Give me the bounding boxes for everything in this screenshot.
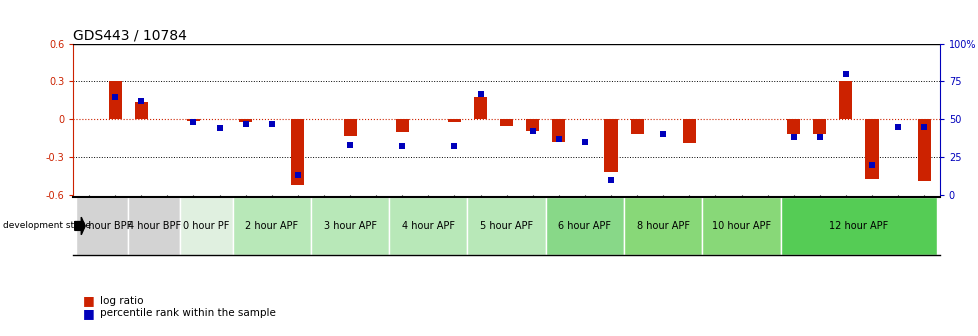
FancyArrow shape <box>74 217 85 235</box>
Bar <box>682 119 695 143</box>
Bar <box>500 119 512 126</box>
Text: 4 hour BPF: 4 hour BPF <box>128 221 181 231</box>
Text: GDS443 / 10784: GDS443 / 10784 <box>73 29 187 43</box>
Bar <box>233 197 311 255</box>
Text: 6 hour APF: 6 hour APF <box>557 221 611 231</box>
Bar <box>109 82 121 119</box>
Text: ■: ■ <box>83 307 95 320</box>
Bar <box>448 119 461 122</box>
Bar <box>135 102 148 119</box>
Bar <box>76 197 128 255</box>
Bar <box>180 197 233 255</box>
Bar <box>603 119 617 172</box>
Text: log ratio: log ratio <box>100 296 143 306</box>
Text: 3 hour APF: 3 hour APF <box>323 221 377 231</box>
Bar <box>545 197 623 255</box>
Bar <box>128 197 180 255</box>
Bar <box>187 119 200 121</box>
Text: 5 hour APF: 5 hour APF <box>479 221 533 231</box>
Bar <box>291 119 304 185</box>
Bar <box>838 82 852 119</box>
Bar <box>389 197 467 255</box>
Bar <box>701 197 779 255</box>
Text: 18 hour BPF: 18 hour BPF <box>72 221 132 231</box>
Bar <box>630 119 643 134</box>
Bar <box>779 197 936 255</box>
Bar <box>473 97 487 119</box>
Bar <box>916 119 930 181</box>
Text: 10 hour APF: 10 hour APF <box>711 221 771 231</box>
Bar <box>786 119 799 134</box>
Bar <box>525 119 539 131</box>
Text: 2 hour APF: 2 hour APF <box>244 221 298 231</box>
Bar <box>467 197 545 255</box>
Bar <box>623 197 701 255</box>
Bar <box>343 119 356 136</box>
Text: 12 hour APF: 12 hour APF <box>828 221 888 231</box>
Text: ■: ■ <box>83 294 95 307</box>
Text: 0 hour PF: 0 hour PF <box>183 221 230 231</box>
Bar <box>813 119 825 134</box>
Bar <box>239 119 252 122</box>
Text: 8 hour APF: 8 hour APF <box>636 221 689 231</box>
Text: percentile rank within the sample: percentile rank within the sample <box>100 308 276 318</box>
Text: 4 hour APF: 4 hour APF <box>401 221 455 231</box>
Bar <box>552 119 564 142</box>
Text: development stage: development stage <box>3 221 91 230</box>
Bar <box>311 197 389 255</box>
Bar <box>865 119 877 178</box>
Bar <box>395 119 409 132</box>
